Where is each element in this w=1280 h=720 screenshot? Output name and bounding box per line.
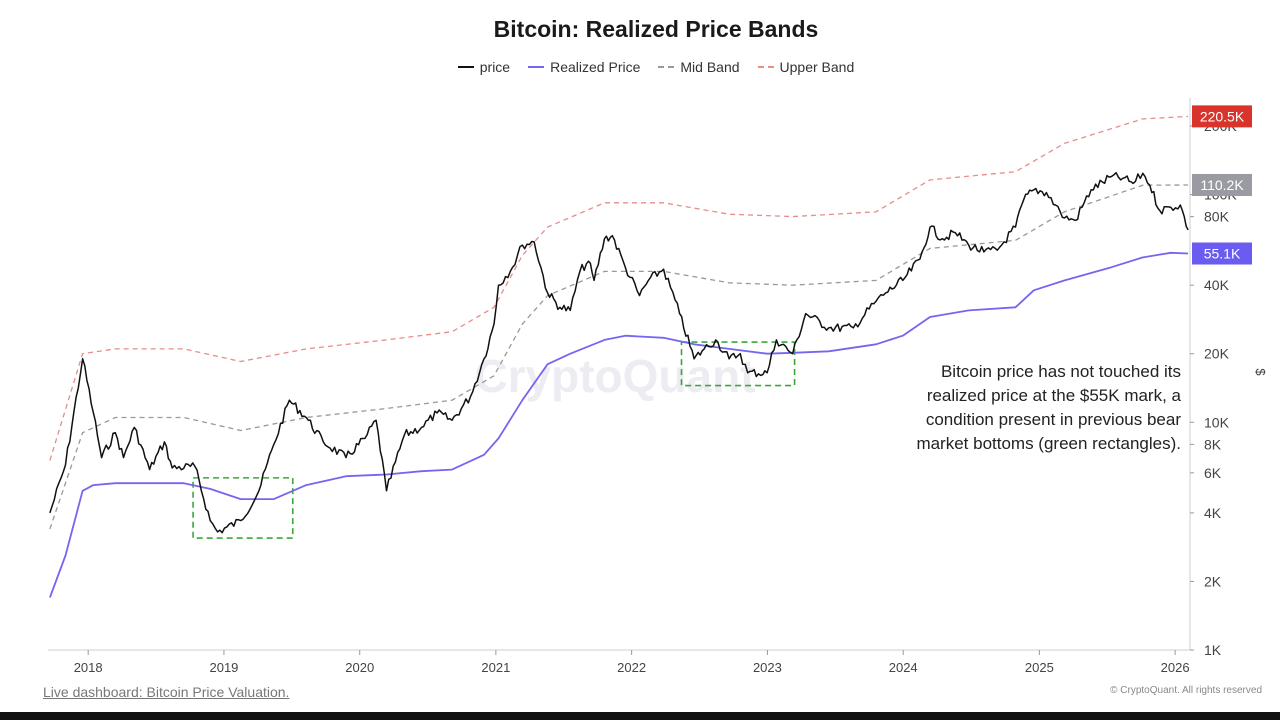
y-axis-label: $ xyxy=(1253,368,1268,376)
x-tick-label: 2021 xyxy=(481,660,510,675)
legend-label-mid-band: Mid Band xyxy=(680,59,740,75)
y-tick-label: 20K xyxy=(1204,346,1230,362)
legend-swatch-price xyxy=(457,66,474,68)
legend-label-price: price xyxy=(479,59,511,75)
bear-market-bottom-box xyxy=(680,341,796,387)
y-tick-label: 8K xyxy=(1204,436,1222,452)
annotation-line: market bottoms (green rectangles). xyxy=(916,434,1181,453)
x-tick-label: 2018 xyxy=(74,660,103,675)
x-tick-label: 2024 xyxy=(889,660,918,675)
live-dashboard-link[interactable]: Live dashboard: Bitcoin Price Valuation. xyxy=(43,684,290,700)
legend: price Realized Price Mid Band Upper Band xyxy=(0,59,1280,75)
x-tick-label: 2022 xyxy=(617,660,646,675)
legend-label-realized-price: Realized Price xyxy=(550,59,641,75)
copyright-notice: © CryptoQuant. All rights reserved xyxy=(1110,685,1262,696)
legend-item-realized-price: Realized Price xyxy=(528,59,640,75)
y-tick-label: 80K xyxy=(1204,209,1230,225)
bottom-rule xyxy=(0,712,1280,720)
price-line xyxy=(49,171,1189,534)
upper-band-line xyxy=(49,115,1189,461)
legend-item-mid-band: Mid Band xyxy=(658,59,740,75)
chart-title: Bitcoin: Realized Price Bands xyxy=(493,16,819,42)
annotation-line: condition present in previous bear xyxy=(925,410,1181,429)
value-label: 55.1K xyxy=(1204,246,1241,262)
legend-label-upper-band: Upper Band xyxy=(779,59,855,75)
x-tick-label: 2020 xyxy=(345,660,374,675)
value-label: 220.5K xyxy=(1200,108,1245,124)
x-tick-label: 2019 xyxy=(209,660,238,675)
value-label: 110.2K xyxy=(1200,177,1244,193)
legend-item-price: price xyxy=(457,59,511,75)
y-tick-label: 6K xyxy=(1204,465,1222,481)
annotation-line: Bitcoin price has not touched its xyxy=(940,362,1181,381)
legend-swatch-realized-price xyxy=(528,66,545,68)
y-tick-label: 1K xyxy=(1204,642,1222,658)
x-tick-label: 2026 xyxy=(1161,660,1190,675)
legend-swatch-upper-band xyxy=(757,66,774,68)
value-label-box xyxy=(1192,242,1252,265)
y-tick-label: 40K xyxy=(1204,277,1230,293)
legend-item-upper-band: Upper Band xyxy=(757,59,855,75)
watermark: CryptoQuant xyxy=(474,350,755,402)
x-tick-label: 2023 xyxy=(753,660,782,675)
legend-swatch-mid-band xyxy=(658,66,675,68)
y-tick-label: 2K xyxy=(1204,573,1222,589)
value-label-box xyxy=(1192,105,1252,128)
bear-market-bottom-box xyxy=(192,477,294,539)
y-tick-label: 10K xyxy=(1204,414,1230,430)
mid-band-line xyxy=(49,184,1189,530)
annotation-line: realized price at the $55K mark, a xyxy=(926,386,1181,405)
y-tick-label: 4K xyxy=(1204,505,1222,521)
realized-price-line xyxy=(49,251,1189,598)
value-label-box xyxy=(1192,173,1252,196)
x-tick-label: 2025 xyxy=(1025,660,1054,675)
chart-annotation: Bitcoin price has not touched its realiz… xyxy=(916,360,1181,456)
